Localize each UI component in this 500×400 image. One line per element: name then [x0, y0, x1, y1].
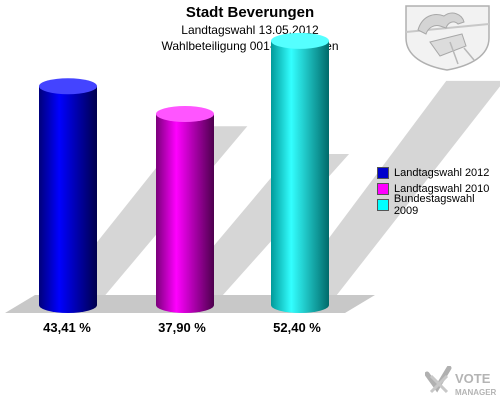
value-label-landtagswahl-2010: 37,90 %	[158, 320, 206, 335]
bar-bundestagswahl-2009	[271, 40, 329, 314]
chart-legend: Landtagswahl 2012 Landtagswahl 2010 Bund…	[377, 165, 500, 217]
legend-item-landtagswahl-2010: Landtagswahl 2010	[377, 181, 500, 197]
chart-title: Stadt Beverungen	[185, 4, 315, 21]
vote-manager-logo: VOTE MANAGER	[425, 366, 497, 397]
bars	[39, 32, 329, 314]
nrw-coat-of-arms-icon	[405, 5, 490, 71]
legend-swatch	[377, 183, 389, 195]
value-label-landtagswahl-2012: 43,41 %	[43, 320, 91, 335]
bar-top-bundestagswahl-2009	[271, 32, 329, 49]
legend-swatch	[377, 167, 389, 179]
legend-label: Landtagswahl 2012	[394, 167, 490, 179]
legend-label: Landtagswahl 2010	[394, 183, 490, 195]
bar-top-landtagswahl-2010	[156, 105, 214, 122]
legend-item-bundestagswahl-2009: Bundestagswahl 2009	[377, 193, 500, 217]
bar-landtagswahl-2010	[156, 113, 214, 313]
value-label-bundestagswahl-2009: 52,40 %	[273, 320, 321, 335]
vote-manager-logo-icon	[425, 366, 452, 394]
legend-swatch	[377, 199, 389, 211]
bar-landtagswahl-2012	[39, 86, 97, 314]
chart-subtitle-election: Landtagswahl 13.05.2012	[181, 23, 319, 37]
bar-top-landtagswahl-2012	[39, 78, 97, 95]
svg-text:MANAGER: MANAGER	[455, 388, 497, 397]
legend-label: Bundestagswahl 2009	[393, 193, 475, 217]
vote-manager-logo-text: VOTE	[455, 371, 491, 386]
bar-shadow-bundestagswahl-2009	[279, 80, 500, 305]
legend-item-landtagswahl-2012: Landtagswahl 2012	[377, 165, 500, 181]
